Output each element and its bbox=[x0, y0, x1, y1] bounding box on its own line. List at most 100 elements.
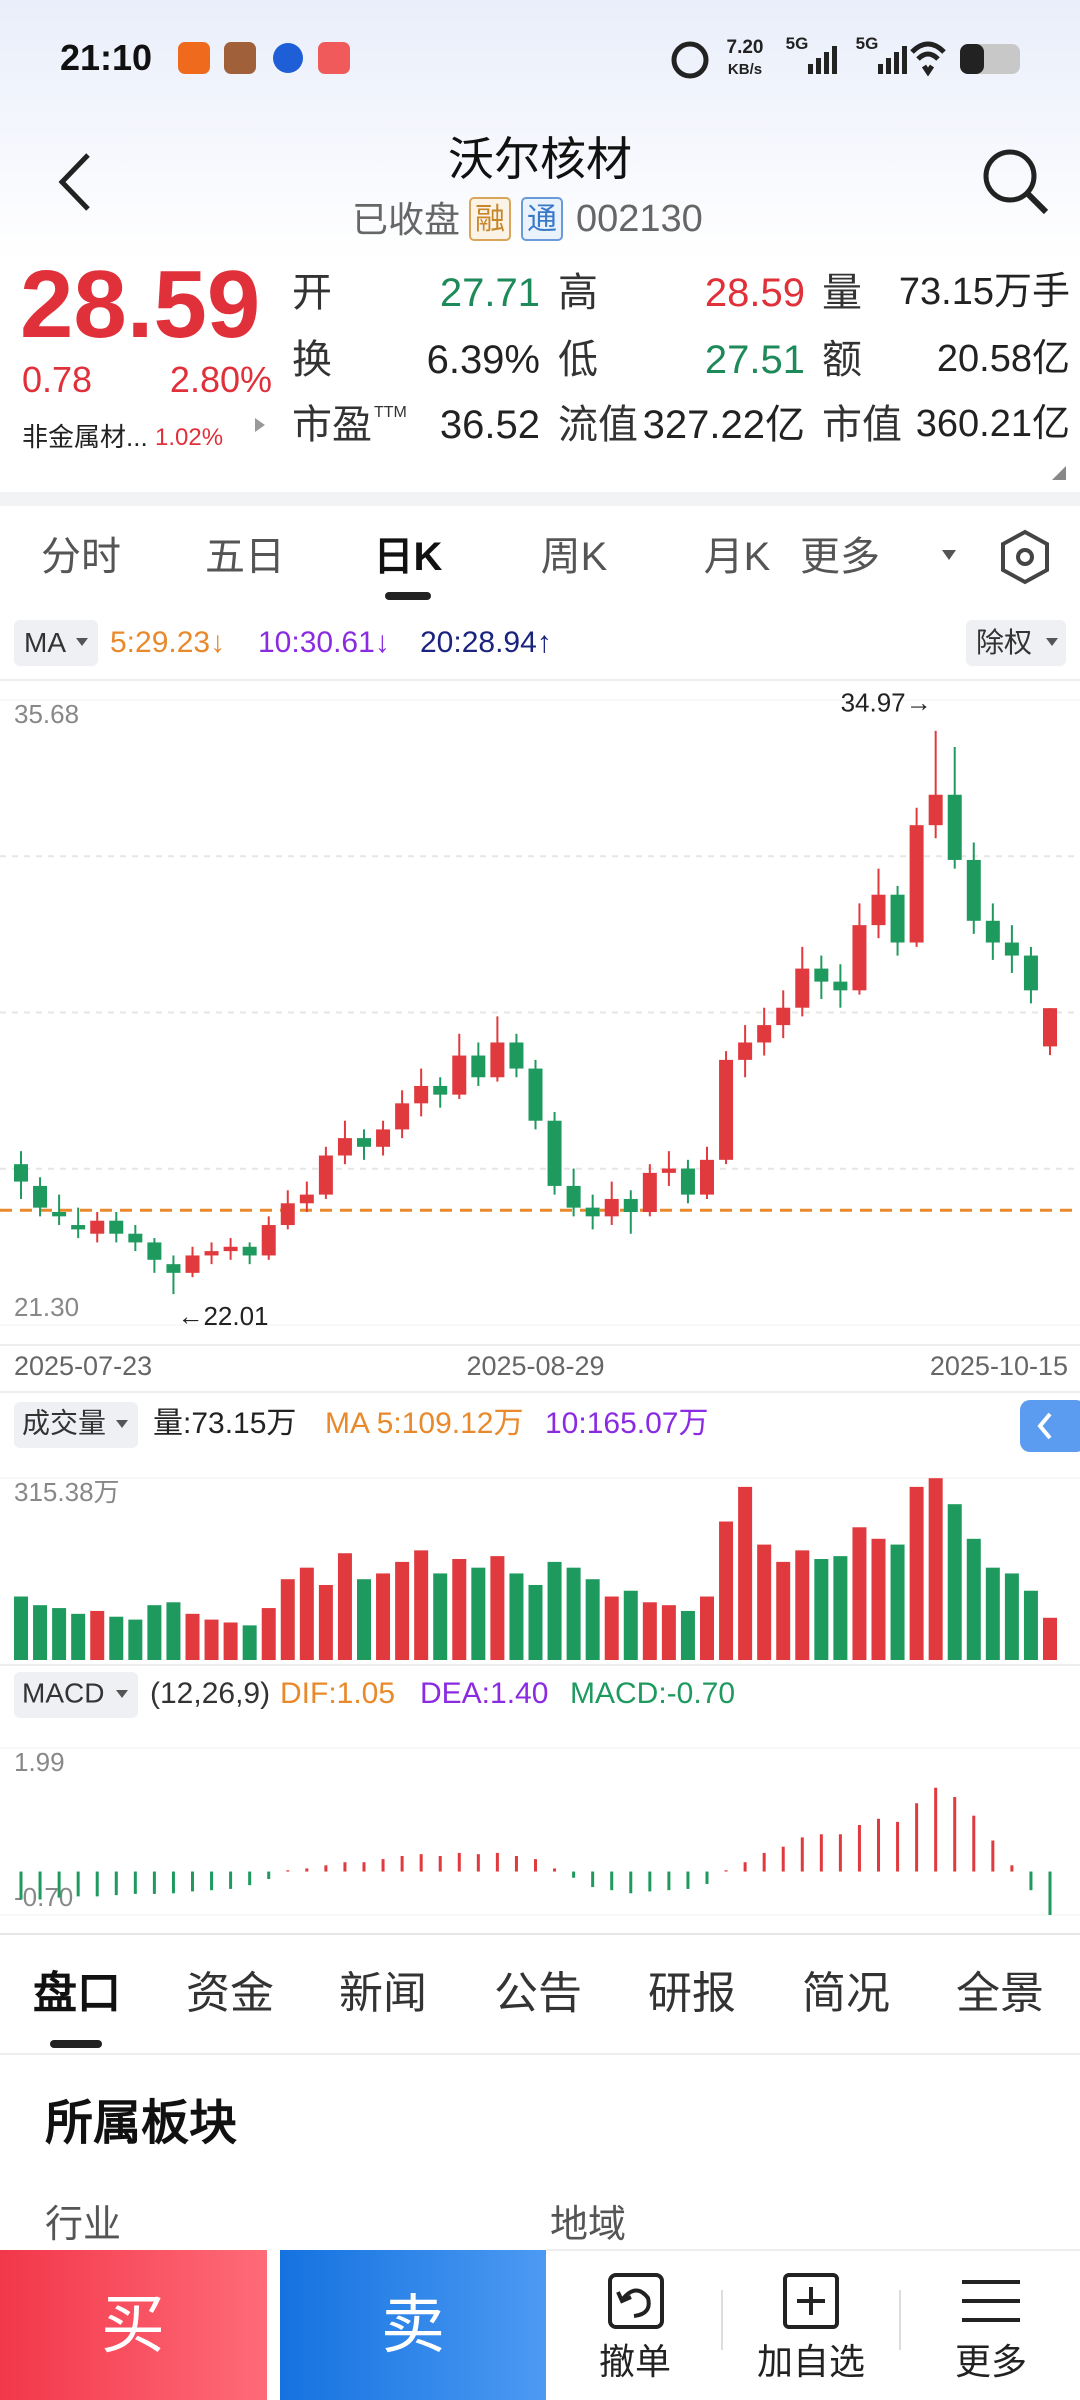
y-tick-label: 21.30 bbox=[14, 1292, 79, 1322]
adjust-label[interactable]: 除权 bbox=[976, 627, 1033, 659]
period-tab[interactable]: 五日 bbox=[205, 535, 285, 579]
candle-body bbox=[1004, 942, 1019, 956]
volume-bar bbox=[795, 1550, 810, 1660]
candle-body bbox=[776, 1007, 791, 1026]
volume-bar bbox=[738, 1486, 753, 1660]
sell-button[interactable] bbox=[280, 2250, 546, 2400]
more-icon[interactable] bbox=[962, 2280, 1020, 2322]
action-label[interactable]: 撤单 bbox=[598, 2341, 672, 2383]
stock-code: 002130 bbox=[576, 198, 703, 241]
candle-body bbox=[433, 1085, 448, 1095]
candle-body bbox=[109, 1220, 124, 1234]
period-tab[interactable]: 周K bbox=[540, 535, 608, 579]
period-tab[interactable]: 分时 bbox=[41, 535, 121, 579]
macd-bar bbox=[667, 1871, 671, 1891]
volume-bar bbox=[928, 1478, 943, 1660]
expand-corner[interactable] bbox=[1052, 466, 1066, 480]
volume-bar bbox=[509, 1573, 524, 1660]
candle-body bbox=[1043, 1008, 1057, 1047]
settings-button[interactable] bbox=[1001, 529, 1049, 585]
legend-entry: DIF:1.05 bbox=[280, 1677, 395, 1710]
adjust-selector[interactable] bbox=[966, 620, 1066, 666]
section-tab[interactable]: 全景 bbox=[956, 1968, 1044, 2018]
candle-body bbox=[528, 1068, 543, 1121]
candle-body bbox=[680, 1168, 695, 1195]
connect-tag: 通 bbox=[527, 203, 557, 236]
candle-body bbox=[223, 1246, 238, 1252]
ma-selector-label[interactable]: MA bbox=[24, 627, 66, 659]
section-tab[interactable]: 盘口 bbox=[33, 1968, 121, 2018]
wifi-icon bbox=[910, 41, 946, 77]
search-button[interactable] bbox=[983, 149, 1049, 215]
period-tab[interactable]: 更多 bbox=[800, 535, 880, 579]
period-tab[interactable]: 月K bbox=[703, 535, 771, 579]
volume-bar bbox=[776, 1561, 791, 1660]
macd-bar bbox=[724, 1870, 728, 1872]
candle-body bbox=[299, 1194, 314, 1204]
sell-label[interactable]: 卖 bbox=[381, 2288, 445, 2361]
volume-bar bbox=[661, 1605, 676, 1660]
volume-bar bbox=[814, 1559, 829, 1660]
side-tab[interactable] bbox=[1020, 1400, 1080, 1452]
macd-bar bbox=[591, 1871, 595, 1888]
candle-body bbox=[166, 1264, 181, 1273]
candle-body bbox=[757, 1025, 772, 1043]
legend-entry: 10:165.07万 bbox=[545, 1407, 708, 1440]
macd-bar bbox=[572, 1871, 576, 1878]
field-label: 市盈 bbox=[292, 403, 372, 447]
macd-bar bbox=[400, 1856, 404, 1872]
app-icon bbox=[224, 42, 256, 74]
ma-value: 5:29.23↓ bbox=[110, 626, 226, 659]
panel-title: 所属板块 bbox=[45, 2097, 238, 2151]
panel-title: MACD bbox=[22, 1677, 104, 1708]
ma-selector[interactable] bbox=[14, 620, 98, 666]
app-icon bbox=[178, 42, 210, 74]
candle-body bbox=[90, 1220, 105, 1234]
volume-bar bbox=[585, 1579, 600, 1660]
candle-body bbox=[128, 1233, 143, 1243]
macd-bar bbox=[267, 1871, 271, 1879]
section-tab[interactable]: 研报 bbox=[648, 1968, 736, 2018]
macd-bar bbox=[438, 1856, 442, 1872]
volume-bar bbox=[604, 1596, 619, 1660]
action-label[interactable]: 更多 bbox=[954, 2341, 1028, 2383]
macd-bar bbox=[819, 1834, 823, 1872]
y-tick-label: 35.68 bbox=[14, 699, 79, 729]
candle-body bbox=[909, 825, 924, 943]
section-tab[interactable]: 新闻 bbox=[339, 1968, 427, 2018]
candle-body bbox=[357, 1138, 371, 1147]
section-tab[interactable]: 公告 bbox=[494, 1968, 582, 2018]
legend-entry: MA 5:109.12万 bbox=[325, 1407, 523, 1440]
sector-name[interactable]: 非金属材... bbox=[22, 422, 148, 453]
macd-bar bbox=[419, 1854, 423, 1872]
volume-bar bbox=[71, 1613, 86, 1660]
candle-body bbox=[642, 1172, 657, 1212]
volume-bar bbox=[566, 1567, 581, 1660]
volume-bar bbox=[318, 1584, 333, 1660]
field-label: 额 bbox=[822, 338, 862, 382]
candle-body bbox=[719, 1059, 734, 1160]
candle-body bbox=[376, 1129, 391, 1147]
buy-label[interactable]: 买 bbox=[101, 2288, 165, 2361]
cancel-icon[interactable] bbox=[608, 2273, 664, 2329]
dropdown-arrow bbox=[116, 1420, 128, 1428]
macd-selector[interactable] bbox=[14, 1672, 138, 1718]
action-label[interactable]: 加自选 bbox=[756, 2341, 866, 2383]
y-tick-label: 1.99 bbox=[14, 1747, 65, 1777]
period-tab[interactable]: 日K bbox=[373, 535, 443, 579]
volume-bar bbox=[128, 1619, 143, 1660]
section-tab[interactable]: 简况 bbox=[802, 1968, 890, 2018]
volume-bar bbox=[90, 1610, 105, 1660]
section-tab[interactable]: 资金 bbox=[186, 1968, 274, 2018]
macd-bar bbox=[781, 1846, 785, 1872]
back-button[interactable] bbox=[58, 153, 90, 211]
volume-bar bbox=[547, 1561, 562, 1660]
buy-button[interactable] bbox=[0, 2250, 267, 2400]
macd-bar bbox=[1029, 1871, 1033, 1891]
tab-underline bbox=[385, 592, 431, 600]
macd-bar bbox=[972, 1815, 976, 1872]
volume-selector[interactable] bbox=[14, 1402, 138, 1448]
volume-bar bbox=[528, 1584, 543, 1660]
candle-body bbox=[738, 1042, 753, 1060]
add-watch-icon[interactable] bbox=[783, 2273, 839, 2329]
